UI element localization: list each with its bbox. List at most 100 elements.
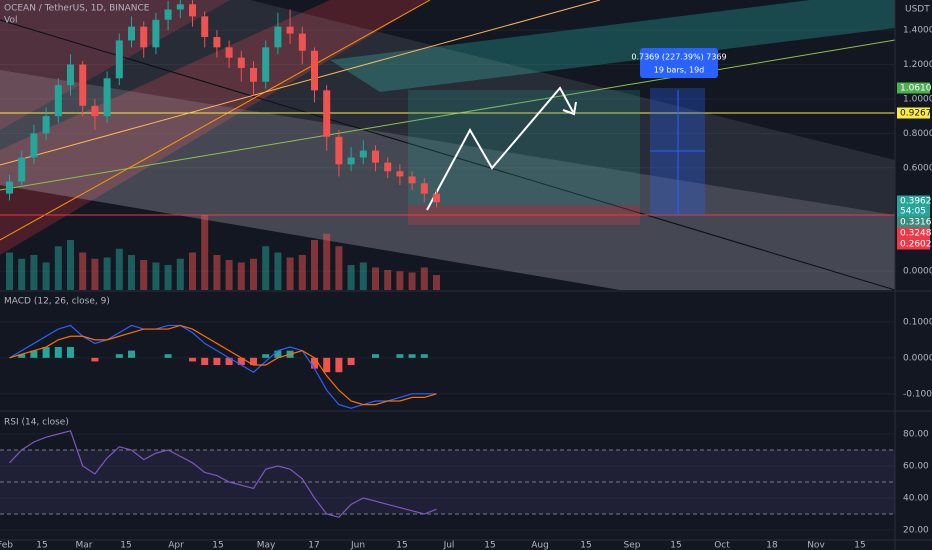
candle-body xyxy=(176,4,184,10)
volume-title: Vol xyxy=(4,16,17,26)
candle-body xyxy=(140,26,148,48)
price-badge xyxy=(897,238,930,250)
projection-arrow xyxy=(426,86,574,211)
price-badge xyxy=(897,82,930,94)
macd-histogram-bar xyxy=(164,354,172,358)
macd-histogram-bar xyxy=(237,357,245,366)
macd-title: MACD (12, 26, close, 9) xyxy=(4,297,110,307)
macd-histogram-bar xyxy=(30,350,38,358)
y-tick-label: 1.2000 xyxy=(903,60,932,70)
time-label: 17 xyxy=(308,541,319,550)
time-label: Jun xyxy=(350,541,365,550)
macd-histogram-bar xyxy=(67,347,74,358)
volume-bar xyxy=(189,252,196,290)
macd-histogram-bar xyxy=(347,357,355,366)
rsi-line xyxy=(9,430,437,518)
y-tick-label: 0.1000 xyxy=(903,317,932,327)
volume-bar xyxy=(176,258,184,290)
trend-line xyxy=(0,39,896,191)
candle-body xyxy=(54,85,62,117)
range-label-box xyxy=(640,48,718,78)
volume-bar xyxy=(67,240,74,290)
volume-bar xyxy=(30,255,38,290)
y-tick-label: 0.0000 xyxy=(903,353,932,363)
rsi-title: RSI (14, close) xyxy=(4,418,69,428)
volume-bar xyxy=(115,248,123,290)
candle-body xyxy=(274,26,282,48)
candle-body xyxy=(384,162,392,172)
price-badge-label: 54:05 xyxy=(900,207,926,217)
range-label: 19 bars, 19d xyxy=(654,66,705,75)
volume-bar xyxy=(408,272,416,290)
candle-body xyxy=(323,90,331,137)
descending-channel xyxy=(0,0,895,215)
time-label: Aug xyxy=(531,541,549,550)
fan-zone xyxy=(0,0,430,255)
macd-histogram-bar xyxy=(335,357,343,373)
y-tick-label: 40.00 xyxy=(903,494,929,504)
price-badge xyxy=(897,107,930,119)
price-badge-label: 0.3962 xyxy=(900,197,932,207)
time-label: Jul xyxy=(443,541,455,550)
fan-line xyxy=(0,0,431,241)
candle-body xyxy=(237,57,245,68)
volume-bar xyxy=(262,246,270,290)
descending-channel xyxy=(0,70,895,290)
currency: USDT xyxy=(905,5,930,15)
volume-bar xyxy=(140,260,148,290)
candles xyxy=(6,0,440,208)
y-tick-label: 20.00 xyxy=(903,526,929,536)
volume-bar xyxy=(420,267,428,290)
y-tick-label: 0.8000 xyxy=(903,129,932,139)
time-label: Apr xyxy=(168,541,184,550)
candle-body xyxy=(262,47,270,82)
y-tick-label: 1.0000 xyxy=(903,94,932,104)
price-badge xyxy=(897,227,930,239)
candle-body xyxy=(311,50,318,91)
macd-macd-line xyxy=(9,324,437,409)
candle-body xyxy=(115,40,123,79)
price-badge-label: 0.3316 xyxy=(900,218,932,228)
volume-bar xyxy=(250,258,257,290)
volume-bar xyxy=(274,252,282,290)
candle-body xyxy=(250,67,257,82)
candle-body xyxy=(67,64,74,86)
candle-body xyxy=(189,4,196,17)
macd-histogram-bar xyxy=(128,350,135,358)
volume-bar xyxy=(237,262,245,290)
macd-histogram-bar xyxy=(91,357,99,362)
candle-body xyxy=(30,133,38,158)
volume-bar xyxy=(335,246,343,290)
macd-histogram-bar xyxy=(201,357,209,366)
macd-signal-line xyxy=(9,324,437,406)
long-stop xyxy=(408,205,640,225)
candle-body xyxy=(408,176,416,184)
volume-bar xyxy=(347,265,355,290)
time-label: 15 xyxy=(854,541,865,550)
price-badge-label: 0.9267 xyxy=(900,109,932,119)
y-tick-label: 0.6000 xyxy=(903,163,932,173)
y-tick-label: 0.0000 xyxy=(903,267,932,277)
time-label: 15 xyxy=(212,541,223,550)
candle-body xyxy=(6,181,13,194)
price-badge xyxy=(897,195,930,207)
macd-histogram-bar xyxy=(262,354,270,358)
time-label: 15 xyxy=(484,541,495,550)
macd-histogram-bar xyxy=(323,357,331,373)
candle-body xyxy=(335,136,343,165)
candle-body xyxy=(298,33,306,51)
drawings xyxy=(0,0,896,291)
time-label: Feb xyxy=(0,541,13,550)
macd-histogram-bar xyxy=(396,354,404,358)
candle-body xyxy=(420,183,428,194)
volume-bar xyxy=(396,271,404,290)
y-tick-label: -0.1000 xyxy=(903,389,932,399)
time-label: 15 xyxy=(36,541,47,550)
time-label: Nov xyxy=(807,541,825,550)
volume-bar xyxy=(286,257,294,290)
time-label: 15 xyxy=(580,541,591,550)
price-badge-label: 0.3248 xyxy=(900,229,932,239)
candle-body xyxy=(79,64,87,106)
candle-body xyxy=(103,78,111,117)
